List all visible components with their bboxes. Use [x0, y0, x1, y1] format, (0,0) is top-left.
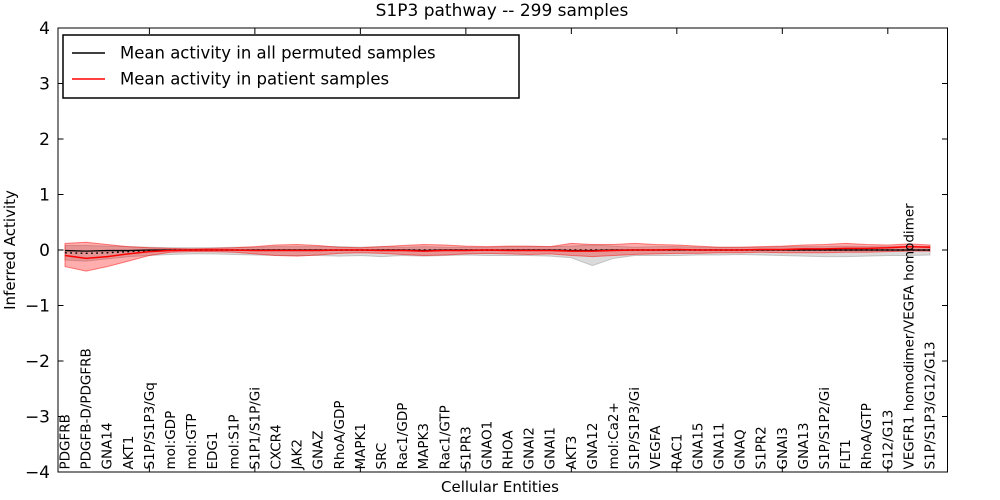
x-tick-label: RHOA: [501, 430, 517, 470]
y-axis-label: Inferred Activity: [1, 190, 19, 310]
axis-ticks: [58, 27, 948, 473]
x-tick-label: VEGFR1 homodimer/VEGFA homodimer: [901, 203, 917, 470]
x-tick-label: GNA12: [585, 423, 601, 470]
x-tick-label: GNAQ: [733, 429, 749, 469]
x-tick-label: GNA14: [100, 423, 116, 470]
x-tick-label: S1P/S1P3/G12/G13: [923, 341, 939, 469]
x-tick-label: G12/G13: [880, 410, 896, 470]
x-tick-label: S1PR3: [458, 426, 474, 469]
x-tick-label: GNA15: [690, 423, 706, 470]
x-tick-label: RAC1: [669, 434, 685, 470]
x-tick-label: mol:GTP: [184, 413, 200, 469]
y-tick-label: 4: [39, 19, 50, 39]
x-tick-label: MAPK1: [353, 423, 369, 469]
x-tick-label: FLT1: [838, 439, 854, 469]
y-tick-label: −1: [25, 297, 50, 317]
x-tick-label: JAK2: [290, 439, 306, 470]
legend-box: [62, 34, 520, 99]
x-axis-label: Cellular Entities: [441, 478, 559, 496]
y-tick-label: −2: [25, 352, 50, 372]
x-tick-label: GNAI1: [543, 427, 559, 469]
x-tick-label: GNAI3: [775, 427, 791, 469]
band-patient-activity-range: [64, 241, 931, 272]
x-tick-label: CXCR4: [268, 424, 284, 469]
x-tick-label: S1P1/S1P/Gi: [247, 387, 263, 470]
x-tick-label: PDGFRB: [58, 414, 74, 469]
y-tick-label: 3: [39, 75, 50, 95]
x-tick-label: mol:Ca2+: [606, 402, 622, 469]
x-tick-label: GNAI2: [522, 427, 538, 469]
x-tick-label: GNA11: [712, 423, 728, 470]
x-tick-label: S1P/S1P2/Gi: [817, 387, 833, 470]
x-tick-label: RhoA/GTP: [859, 403, 875, 469]
legend-label-patient: Mean activity in patient samples: [120, 70, 389, 89]
x-tick-label: GNAZ: [311, 430, 327, 469]
x-tick-label: RhoA/GDP: [332, 401, 348, 470]
y-tick-label: 2: [39, 130, 50, 150]
legend-label-permuted: Mean activity in all permuted samples: [120, 44, 436, 63]
y-tick-label: 0: [39, 241, 50, 261]
y-tick-labels: 4 3 2 1 0 −1 −2 −3 −4: [25, 19, 50, 483]
x-tick-label: SRC: [374, 443, 390, 470]
x-tick-label: S1P/S1P3/Gi: [627, 387, 643, 470]
chart-title: S1P3 pathway -- 299 samples: [376, 1, 629, 21]
series-line-1: [64, 245, 931, 260]
x-tick-label: MAPK3: [416, 423, 432, 469]
x-tick-labels: PDGFRB PDGFB-D/PDGFRB GNA14 AKT1 S1P/S1P3/Gq…: [58, 203, 939, 471]
confidence-bands: [64, 241, 931, 272]
x-tick-label: GNA13: [796, 423, 812, 470]
x-tick-label: mol:GDP: [163, 411, 179, 470]
y-tick-label: −4: [25, 463, 50, 483]
x-tick-label: Rac1/GTP: [437, 405, 453, 469]
y-tick-label: −3: [25, 408, 50, 428]
x-tick-label: VEGFA: [648, 425, 664, 470]
x-tick-label: PDGFB-D/PDGFRB: [79, 348, 95, 469]
series-lines: [64, 245, 931, 260]
legend: Mean activity in all permuted samples Me…: [62, 34, 520, 99]
x-tick-label: Rac1/GDP: [395, 403, 411, 470]
x-tick-label: GNAO1: [479, 421, 495, 470]
x-tick-label: AKT1: [121, 436, 137, 470]
x-tick-label: EDG1: [205, 432, 221, 470]
x-tick-label: S1P/S1P3/Gq: [142, 382, 158, 469]
x-tick-label: mol:S1P: [226, 414, 242, 469]
y-tick-label: 1: [39, 186, 50, 206]
x-tick-label: S1PR2: [754, 426, 770, 469]
x-tick-label: AKT3: [564, 436, 580, 470]
